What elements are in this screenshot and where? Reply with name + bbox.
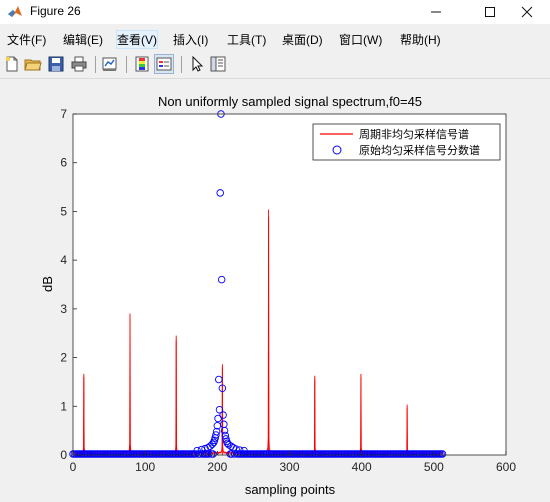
x-tick-label: 600 — [496, 460, 516, 474]
x-tick-label: 100 — [135, 460, 155, 474]
menu-file[interactable]: 文件(F) — [7, 33, 47, 47]
figure-canvas: Non uniformly sampled signal spectrum,f0… — [0, 79, 550, 497]
blue-point — [218, 384, 227, 393]
menu-edit[interactable]: 编辑(E) — [63, 33, 103, 47]
new-file-icon — [5, 56, 18, 72]
legend-icon — [156, 57, 172, 71]
x-axis-label: sampling points — [245, 482, 336, 497]
edit-plot-button[interactable] — [188, 55, 206, 73]
maximize-button[interactable] — [467, 0, 513, 24]
blue-point — [212, 431, 220, 439]
y-tick-label: 4 — [60, 253, 67, 267]
menu-view[interactable]: 查看(V) — [116, 30, 158, 49]
toolbar-separator — [126, 56, 127, 73]
x-tick-label: 400 — [352, 460, 372, 474]
y-tick-label: 7 — [60, 107, 67, 121]
blue-point — [220, 426, 229, 435]
legend-entry-red: 周期非均匀采样信号谱 — [359, 127, 469, 141]
open-file-button[interactable] — [24, 55, 42, 73]
menu-bar: 文件(F) 编辑(E) 查看(V) 插入(I) 工具(T) 桌面(D) 窗口(W… — [0, 27, 550, 49]
menu-help[interactable]: 帮助(H) — [400, 33, 441, 47]
blue-point — [221, 431, 230, 440]
menu-desktop[interactable]: 桌面(D) — [282, 33, 323, 47]
toolbar-separator — [181, 56, 182, 73]
legend-button[interactable] — [154, 54, 174, 74]
blue-point — [214, 414, 222, 423]
menu-window[interactable]: 窗口(W) — [339, 33, 383, 47]
blue-point — [232, 445, 240, 453]
blue-point — [213, 422, 222, 430]
property-inspector-button[interactable] — [209, 55, 227, 73]
close-icon — [521, 6, 533, 18]
toolbar-separator — [95, 56, 96, 73]
blue-point — [197, 445, 206, 454]
minimize-icon — [431, 11, 441, 13]
blue-point — [240, 446, 248, 455]
x-tick-label: 300 — [279, 460, 299, 474]
blue-point — [217, 275, 226, 284]
save-icon — [48, 56, 64, 72]
minimize-button[interactable] — [413, 0, 459, 24]
blue-point — [216, 189, 224, 197]
series-blue-circles — [69, 110, 447, 458]
chart-title: Non uniformly sampled signal spectrum,f0… — [158, 94, 422, 109]
print-button[interactable] — [70, 55, 88, 73]
window-title: Figure 26 — [30, 4, 81, 18]
link-plot-button[interactable] — [101, 55, 119, 73]
plot-area — [73, 114, 506, 455]
y-tick-label: 6 — [60, 156, 67, 170]
title-bar: Figure 26 — [0, 0, 550, 24]
new-figure-button[interactable] — [3, 55, 21, 73]
x-tick-label: 500 — [424, 460, 444, 474]
colorbar-icon — [135, 56, 149, 72]
blue-point — [191, 450, 200, 458]
toolbar — [0, 52, 550, 79]
blue-point — [219, 411, 227, 419]
legend[interactable]: 周期非均匀采样信号谱 原始均匀采样信号分数谱 — [312, 123, 501, 161]
folder-icon — [24, 59, 42, 71]
y-axis-label: dB — [40, 276, 55, 292]
y-tick-label: 0 — [60, 448, 67, 462]
menu-tools[interactable]: 工具(T) — [227, 33, 267, 47]
save-button[interactable] — [47, 55, 65, 73]
blue-point — [438, 450, 447, 458]
close-button[interactable] — [504, 0, 550, 24]
y-axis: 0 1 2 3 4 5 6 7 — [60, 107, 77, 462]
property-inspector-icon — [210, 56, 226, 72]
link-plot-icon — [102, 57, 117, 71]
legend-blue-circle-swatch — [332, 145, 342, 155]
blue-point — [193, 446, 201, 455]
x-axis: 0 100 200 300 400 500 600 — [70, 451, 516, 474]
y-tick-label: 5 — [60, 204, 67, 218]
blue-point — [215, 375, 223, 384]
x-tick-label: 0 — [70, 460, 77, 474]
pointer-arrow-icon — [192, 55, 204, 72]
matlab-logo-icon — [8, 6, 22, 17]
blue-point — [201, 444, 209, 453]
menu-insert[interactable]: 插入(I) — [173, 33, 209, 47]
blue-point — [235, 446, 244, 454]
x-tick-label: 200 — [207, 460, 227, 474]
colorbar-button[interactable] — [133, 55, 151, 73]
legend-entry-blue: 原始均匀采样信号分数谱 — [359, 143, 480, 157]
y-tick-label: 3 — [60, 302, 67, 316]
blue-point — [215, 405, 224, 414]
maximize-icon — [485, 7, 495, 17]
blue-point — [209, 450, 217, 458]
y-tick-label: 2 — [60, 351, 67, 365]
spectrum-plot[interactable]: Non uniformly sampled signal spectrum,f0… — [0, 79, 550, 497]
y-tick-label: 1 — [60, 399, 67, 413]
printer-icon — [71, 56, 87, 72]
legend-box — [312, 123, 501, 161]
